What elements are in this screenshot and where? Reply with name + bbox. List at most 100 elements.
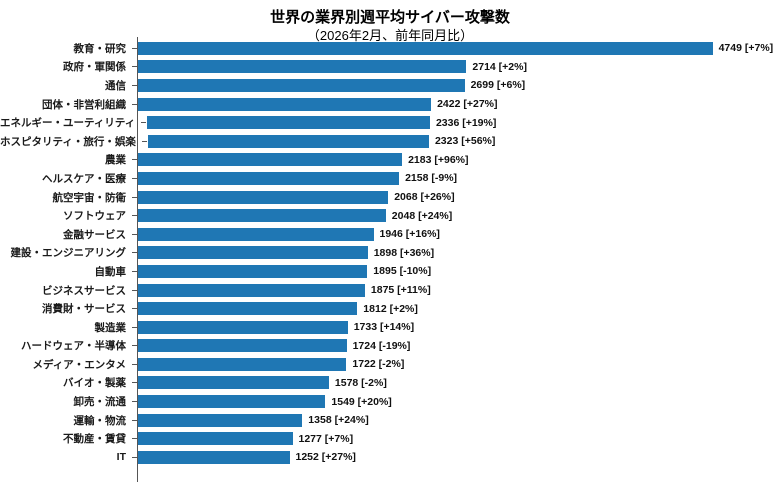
bar-row: ハードウェア・半導体 1724 [-19%]: [0, 337, 780, 356]
bar-track: 1946 [+16%]: [137, 225, 780, 244]
bar: [138, 376, 329, 390]
bar: [138, 395, 326, 409]
category-label: ヘルスケア・医療: [42, 172, 126, 185]
bar-track: 2714 [+2%]: [137, 58, 780, 77]
value-label: 1875 [+11%]: [370, 284, 431, 297]
category-label: IT: [116, 451, 126, 464]
category-label: 不動産・賃貸: [63, 433, 126, 446]
value-label: 1724 [-19%]: [352, 339, 411, 352]
category-label: 金融サービス: [63, 228, 126, 241]
bar-track: 2048 [+24%]: [137, 206, 780, 225]
bar-track: 1812 [+2%]: [137, 299, 780, 318]
value-label: 1898 [+36%]: [373, 246, 435, 259]
axis-tick: [132, 196, 137, 198]
category-label: 運輸・物流: [73, 414, 127, 427]
bar-track: 2422 [+27%]: [137, 95, 780, 114]
bar: [138, 450, 290, 464]
bar: [138, 41, 713, 55]
axis-tick: [132, 252, 137, 254]
bar-row: エネルギー・ユーティリティ 2336 [+19%]: [0, 113, 780, 132]
axis-tick: [132, 401, 137, 403]
category-label: 通信: [105, 79, 126, 92]
bar-row: 教育・研究 4749 [+7%]: [0, 39, 780, 58]
bar-row: 不動産・賃貸 1277 [+7%]: [0, 429, 780, 448]
value-label: 2699 [+6%]: [470, 79, 526, 92]
axis-tick: [132, 308, 137, 310]
axis-tick: [132, 84, 137, 86]
value-label: 4749 [+7%]: [718, 42, 774, 55]
bar-track: 1252 [+27%]: [137, 448, 780, 467]
bar-row: ホスピタリティ・旅行・娯楽 2323 [+56%]: [0, 132, 780, 151]
bar: [138, 320, 348, 334]
bar-track: 1549 [+20%]: [137, 392, 780, 411]
axis-tick: [141, 122, 147, 124]
value-label: 1358 [+24%]: [308, 414, 369, 427]
bar-track: 2323 [+56%]: [147, 132, 780, 151]
bar: [138, 413, 303, 427]
bar: [138, 357, 347, 371]
bar-track: 1578 [-2%]: [137, 374, 780, 393]
category-label: バイオ・製薬: [63, 377, 126, 390]
bar-track: 2336 [+19%]: [146, 113, 780, 132]
bar-row: 航空宇宙・防衛 2068 [+26%]: [0, 188, 780, 207]
bar-row: 政府・軍関係 2714 [+2%]: [0, 58, 780, 77]
bar: [138, 283, 365, 297]
bar-track: 1722 [-2%]: [137, 355, 780, 374]
category-label: 消費財・サービス: [42, 303, 126, 316]
bar: [138, 432, 293, 446]
value-label: 2068 [+26%]: [394, 191, 455, 204]
axis-tick: [132, 419, 137, 421]
value-label: 1277 [+7%]: [298, 432, 354, 445]
axis-tick: [132, 215, 137, 217]
bar-row: 消費財・サービス 1812 [+2%]: [0, 299, 780, 318]
value-label: 2158 [-9%]: [405, 172, 458, 185]
bar-rows: 教育・研究 4749 [+7%] 政府・軍関係 2714 [+2%] 通信 2699 [+…: [0, 39, 780, 467]
bar-track: 1898 [+36%]: [137, 244, 780, 263]
value-label: 1733 [+14%]: [353, 321, 415, 334]
axis-tick: [132, 233, 137, 235]
category-label: ソフトウェア: [63, 210, 126, 223]
category-label: 卸売・流通: [73, 396, 127, 409]
bar: [138, 209, 386, 223]
category-label: 教育・研究: [73, 42, 127, 55]
bar-track: 1724 [-19%]: [137, 337, 780, 356]
bar: [138, 97, 432, 111]
bar: [138, 302, 358, 316]
bar-track: 1277 [+7%]: [137, 429, 780, 448]
value-label: 1549 [+20%]: [331, 395, 392, 408]
category-label: 政府・軍関係: [63, 61, 126, 74]
bar-row: ビジネスサービス 1875 [+11%]: [0, 281, 780, 300]
category-label: 製造業: [94, 321, 127, 334]
bar-track: 1733 [+14%]: [137, 318, 780, 337]
axis-tick: [132, 159, 137, 161]
bar-row: ヘルスケア・医療 2158 [-9%]: [0, 169, 780, 188]
bar: [138, 246, 368, 260]
value-label: 1578 [-2%]: [334, 376, 387, 389]
category-label: 団体・非営利組織: [42, 98, 126, 111]
category-label: ハードウェア・半導体: [21, 340, 126, 353]
axis-tick: [132, 363, 137, 365]
bar: [147, 116, 430, 130]
category-label: 農業: [105, 154, 126, 167]
bar-track: 2699 [+6%]: [137, 76, 780, 95]
value-label: 1895 [-10%]: [373, 265, 432, 278]
bar: [138, 171, 400, 185]
value-label: 1722 [-2%]: [352, 358, 405, 371]
axis-tick: [132, 103, 137, 105]
value-label: 2422 [+27%]: [437, 98, 498, 111]
category-label: メディア・エンタメ: [32, 358, 126, 371]
bar: [147, 134, 429, 148]
bar-row: メディア・エンタメ 1722 [-2%]: [0, 355, 780, 374]
bar: [138, 227, 374, 241]
bar-row: 自動車 1895 [-10%]: [0, 262, 780, 281]
bar-track: 2183 [+96%]: [137, 151, 780, 170]
bar-row: 卸売・流通 1549 [+20%]: [0, 392, 780, 411]
bar-row: 通信 2699 [+6%]: [0, 76, 780, 95]
bar: [138, 190, 389, 204]
axis-tick: [132, 382, 137, 384]
value-label: 2323 [+56%]: [434, 135, 496, 148]
axis-tick: [132, 326, 137, 328]
value-label: 1812 [+2%]: [363, 302, 418, 315]
category-label: 航空宇宙・防衛: [52, 191, 127, 204]
bar-row: 建設・エンジニアリング 1898 [+36%]: [0, 244, 780, 263]
